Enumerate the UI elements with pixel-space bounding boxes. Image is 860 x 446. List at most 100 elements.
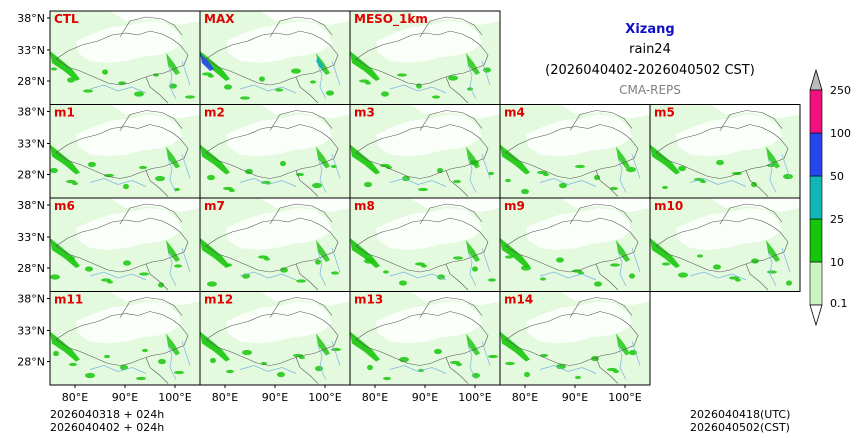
panel-label: m1: [54, 106, 75, 120]
panel-content: [50, 104, 200, 198]
province-boundary: [569, 110, 633, 131]
river-line: [89, 178, 147, 187]
province-boundary: [205, 124, 339, 179]
precip-band: [200, 331, 230, 362]
lat-tick-label: 28°N: [17, 356, 45, 369]
lon-tick-label: 90°E: [112, 391, 138, 404]
precip-band: [50, 144, 80, 175]
map-panel: m8: [349, 197, 501, 292]
precip-band: [200, 51, 230, 81]
precip-cell: [453, 179, 461, 184]
river-line: [317, 251, 327, 287]
precip-cell: [123, 260, 131, 266]
precip-cell: [418, 187, 428, 192]
province-boundary: [569, 297, 633, 318]
panel-label: MAX: [204, 12, 235, 26]
precip-cell: [397, 73, 407, 77]
province-boundary: [355, 124, 489, 179]
river-line: [389, 271, 447, 281]
dry-region: [76, 21, 182, 63]
valid-utc-text: 2026040418(UTC): [690, 408, 791, 421]
province-boundary: [655, 124, 789, 179]
precip-cell: [139, 272, 149, 276]
river-line: [631, 341, 641, 366]
precip-cell: [629, 273, 635, 279]
panel-content: [350, 291, 500, 385]
province-boundary: [55, 124, 189, 179]
precip-cell: [155, 175, 165, 182]
province-boundary: [205, 217, 339, 273]
lat-tick-label: 33°N: [17, 44, 45, 57]
colorbar-tick-label: 25: [830, 213, 844, 226]
province-boundary: [119, 297, 183, 318]
colorbar: 0.1 10 25 50 100 250: [809, 68, 851, 327]
precip-band-east: [466, 146, 480, 169]
national-boundary: [295, 170, 319, 197]
colorbar-swatch: [809, 175, 823, 220]
lat-tick-label: 28°N: [17, 169, 45, 182]
precip-cell: [434, 348, 442, 355]
panel-content: [650, 198, 800, 291]
precip-cell: [402, 175, 410, 182]
precip-band: [200, 238, 230, 268]
panel-content: [500, 291, 650, 385]
precip-cell: [488, 278, 496, 282]
map-panel: m11: [49, 291, 201, 386]
panel-label: m2: [204, 106, 225, 120]
panel-label: m9: [504, 199, 525, 213]
lon-tick-label: 80°E: [212, 391, 238, 404]
precip-cell: [716, 159, 724, 166]
precip-cell: [207, 174, 215, 181]
precip-cell: [67, 77, 75, 83]
precip-cell: [312, 182, 322, 189]
precip-cell: [101, 278, 111, 282]
precip-band-east: [316, 53, 330, 75]
precip-cell: [678, 272, 688, 278]
precip-band-east: [166, 53, 180, 75]
panel-label: m6: [54, 199, 75, 213]
precip-cell: [626, 166, 636, 173]
precip-cell: [174, 187, 180, 192]
lon-tick-label: 100°E: [608, 391, 641, 404]
dry-region: [226, 21, 332, 63]
river-line: [181, 60, 191, 86]
period-label: (2026040402-2026040502 CST): [545, 63, 755, 78]
panel-label: m8: [354, 199, 375, 213]
river-line: [481, 247, 491, 273]
precip-cell: [158, 282, 164, 288]
precip-cell: [610, 186, 618, 191]
precip-cell: [540, 277, 546, 281]
precip-cell: [575, 164, 585, 169]
precip-band: [500, 144, 530, 175]
precip-band-heavy: [200, 53, 214, 71]
colorbar-swatch: [809, 218, 823, 263]
valid-time-block: 2026040418(UTC) 2026040502(CST): [690, 408, 790, 434]
river-line: [539, 178, 597, 187]
map-panel: MESO_1km: [349, 10, 501, 105]
panel-label: m10: [654, 199, 683, 213]
precip-cell: [488, 171, 494, 176]
precip-cell: [556, 257, 564, 263]
precip-band: [50, 238, 80, 268]
precip-cell: [729, 276, 739, 280]
precip-cell: [296, 279, 306, 283]
precip-cell: [50, 274, 60, 280]
province-boundary: [355, 30, 489, 86]
map-panel: m3: [349, 104, 501, 199]
river-line: [481, 60, 491, 86]
precip-cell: [359, 79, 369, 83]
precip-cell: [136, 376, 146, 381]
dry-region: [226, 208, 332, 250]
precip-band: [350, 238, 380, 268]
precip-cell: [258, 255, 268, 259]
colorbar-tick-label: 50: [830, 170, 844, 183]
precip-band-east: [316, 146, 330, 169]
precip-band-east: [766, 146, 780, 169]
panel-grid: CTL MAX MESO_1km m1 m2 m3 m4 m5 m6 m7 m8 m9 m10 m11 m1…: [49, 10, 801, 386]
lat-tick-label: 38°N: [17, 12, 45, 25]
precip-cell: [142, 348, 148, 353]
river-line: [331, 341, 341, 366]
province-boundary: [269, 203, 333, 225]
precip-cell: [50, 167, 58, 174]
map-panel: m5: [649, 104, 801, 199]
